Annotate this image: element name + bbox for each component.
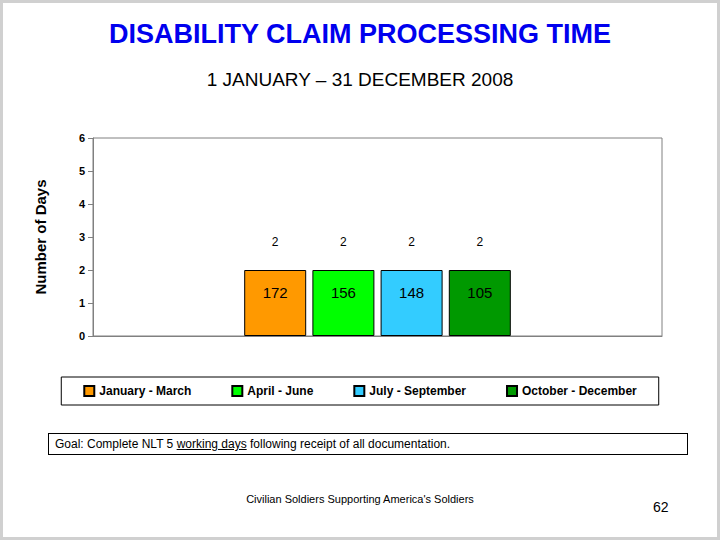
svg-text:0: 0 (79, 330, 85, 342)
svg-text:1: 1 (79, 297, 85, 309)
svg-text:2: 2 (272, 235, 279, 249)
svg-text:156: 156 (331, 284, 356, 301)
html-text:Civilian Soldiers Supporting A: Civilian Soldiers Supporting America's S… (246, 493, 474, 505)
html-text:62: 62 (653, 499, 669, 515)
svg-text:Number of Days: Number of Days (32, 179, 49, 294)
svg-text:148: 148 (399, 284, 424, 301)
svg-text:4: 4 (79, 198, 86, 210)
svg-text:April - June: April - June (247, 384, 313, 398)
svg-text:5: 5 (79, 165, 85, 177)
svg-text:DISABILITY CLAIM PROCESSING TI: DISABILITY CLAIM PROCESSING TIME (109, 19, 611, 49)
svg-text:6: 6 (79, 132, 85, 144)
svg-text:172: 172 (263, 284, 288, 301)
svg-text:July - September: July - September (369, 384, 466, 398)
svg-text:2: 2 (340, 235, 347, 249)
svg-text:2: 2 (476, 235, 483, 249)
svg-text:October - December: October - December (522, 384, 637, 398)
svg-text:2: 2 (408, 235, 415, 249)
svg-text:105: 105 (467, 284, 492, 301)
svg-text:3: 3 (79, 231, 85, 243)
svg-text:January - March: January - March (99, 384, 191, 398)
svg-text:2: 2 (79, 264, 85, 276)
svg-text:1 JANUARY – 31 DECEMBER 2008: 1 JANUARY – 31 DECEMBER 2008 (207, 69, 514, 90)
html-text:Goal: Complete NLT 5 working d: Goal: Complete NLT 5 working days follow… (55, 437, 451, 451)
